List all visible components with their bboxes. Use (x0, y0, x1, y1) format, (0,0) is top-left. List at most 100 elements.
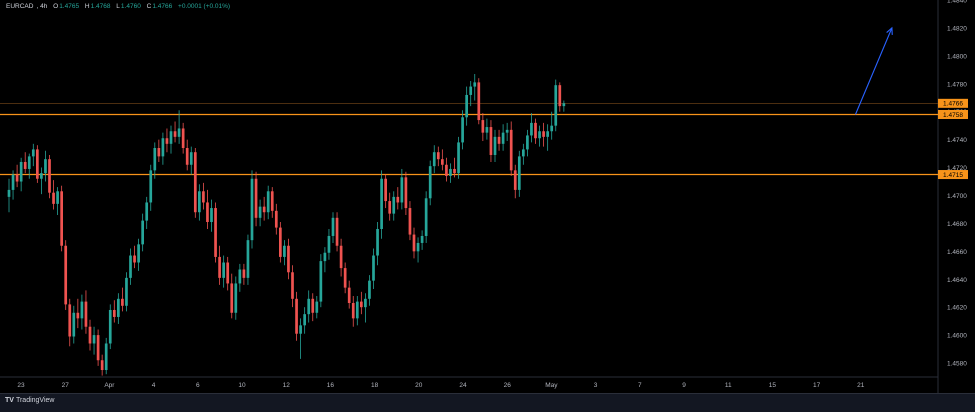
candle-body (112, 309, 116, 317)
horizontal-levels[interactable] (0, 103, 938, 176)
candle-body (250, 178, 254, 241)
plot-background (0, 0, 938, 377)
price-tag-badge (938, 98, 968, 108)
candle-body (404, 177, 408, 209)
symbol-label[interactable]: EURCAD (6, 3, 34, 10)
candle-body (331, 217, 335, 236)
candle-body (193, 152, 197, 213)
candle-body (558, 85, 562, 107)
price-tick-label: 1.4720 (947, 165, 967, 172)
candle-body (513, 170, 517, 190)
candle-body (274, 210, 278, 228)
candle-body (242, 269, 246, 278)
candle-body (48, 159, 51, 193)
time-tick-label: 4 (152, 382, 156, 389)
candle-body (23, 161, 27, 169)
candle-body (15, 174, 19, 182)
candle-body (145, 202, 149, 221)
candle-body (108, 309, 112, 344)
time-tick-label: 12 (283, 382, 291, 389)
candle-body (92, 335, 96, 344)
candle-body (198, 191, 201, 213)
close-label: C (146, 3, 152, 10)
time-tick-label: 24 (459, 382, 467, 389)
candle-body (72, 312, 76, 337)
candle-body (485, 127, 489, 133)
candle-body (327, 235, 331, 253)
candle-body (388, 201, 392, 214)
candle-body (185, 148, 189, 165)
price-axis[interactable]: 1.48401.48201.48001.47801.47601.47401.47… (947, 0, 967, 368)
candle-body (214, 208, 217, 257)
price-tick-label: 1.4660 (947, 249, 967, 256)
candle-body (230, 283, 234, 313)
candle-body (222, 262, 225, 278)
candle-body (319, 261, 323, 302)
candle-body (351, 302, 355, 319)
time-tick-label: 27 (62, 382, 70, 389)
time-tick-label: 17 (813, 382, 821, 389)
candle-body (279, 227, 282, 257)
candle-body (117, 298, 120, 317)
candle-body (542, 131, 545, 137)
candle-body (137, 244, 140, 263)
candle-body (355, 301, 359, 319)
tradingview-brand[interactable]: TV TradingView (5, 397, 54, 404)
candle-body (161, 138, 165, 157)
open-value: 1.4765 (59, 3, 80, 10)
candle-body (364, 298, 367, 308)
candle-body (189, 152, 193, 165)
candle-body (562, 103, 566, 107)
candle-body (517, 156, 521, 190)
candle-body (360, 301, 363, 308)
time-tick-label: 6 (196, 382, 200, 389)
candle-body (129, 255, 132, 278)
candle-body (84, 301, 88, 327)
candle-body (287, 245, 290, 273)
candle-body (40, 173, 43, 179)
candle-body (416, 242, 420, 252)
price-tick-label: 1.4820 (947, 25, 967, 32)
candle-body (384, 178, 387, 202)
time-tick-label: 21 (857, 382, 865, 389)
candle-body (530, 122, 533, 136)
candle-body (449, 168, 452, 176)
candle-body (258, 206, 262, 218)
timeframe-label[interactable]: 4h (40, 3, 48, 10)
arrow-shaft[interactable] (854, 27, 893, 115)
price-tick-label: 1.4700 (947, 193, 967, 200)
candle-body (173, 131, 177, 137)
price-tick-label: 1.4620 (947, 305, 967, 312)
candle-body (501, 132, 505, 144)
candle-body (307, 298, 311, 315)
candle-body (157, 148, 161, 157)
time-tick-label: 7 (638, 382, 642, 389)
candle-body (489, 127, 493, 155)
high-label: H (84, 3, 90, 10)
candle-body (465, 94, 468, 118)
candle-body (7, 189, 11, 197)
price-tick-label: 1.4780 (947, 81, 967, 88)
time-tick-label: 11 (725, 382, 732, 389)
time-axis[interactable]: 23 27 Apr 4 6 10 12 16 18 20 24 26 May 3 7 9 11 15 17 21 (17, 382, 864, 389)
candle-body (538, 131, 541, 139)
candle-body (19, 161, 23, 182)
candle-body (165, 138, 169, 144)
candle-body (141, 220, 144, 245)
candle-body (266, 191, 270, 213)
candle-body (445, 164, 448, 176)
candle-body (441, 159, 444, 165)
candle-body (56, 191, 59, 204)
time-tick-label: 16 (327, 382, 335, 389)
time-tick-label: 23 (17, 382, 25, 389)
candle-body (481, 120, 485, 133)
candle-body (432, 152, 436, 167)
price-tags: 1.4766 1.4758 1.4715 (938, 98, 968, 180)
projection-arrow[interactable] (854, 26, 893, 115)
arrow-head-icon (886, 26, 893, 35)
candle-body (428, 166, 432, 199)
candle-body (372, 255, 375, 281)
price-tick-label: 1.4740 (947, 137, 967, 144)
candle-body (392, 196, 396, 214)
candlestick-chart[interactable]: 1.48401.48201.48001.47801.47601.47401.47… (0, 0, 975, 393)
